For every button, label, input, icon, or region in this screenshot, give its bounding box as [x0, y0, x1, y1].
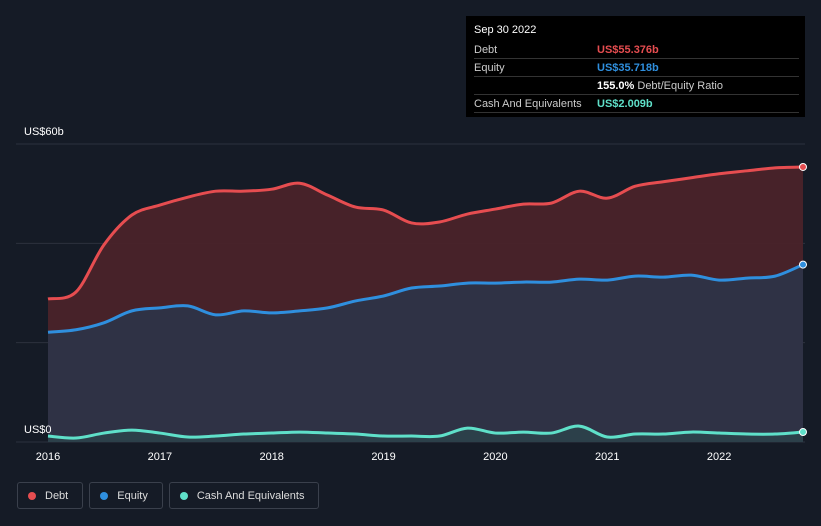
- x-tick-label: 2020: [483, 451, 507, 463]
- line: [47, 263, 804, 334]
- legend-label: Equity: [117, 489, 148, 502]
- tooltip-date: Sep 30 2022: [474, 24, 537, 36]
- tooltip-value: US$2.009b: [597, 97, 653, 110]
- y-tick-label: US$0: [24, 424, 52, 436]
- legend: Debt Equity Cash And Equivalents: [17, 482, 320, 509]
- line: [47, 165, 804, 301]
- area: [48, 264, 803, 442]
- tooltip-label: Cash And Equivalents: [474, 97, 582, 110]
- x-tick-label: 2021: [595, 451, 619, 463]
- x-tick-label: 2018: [259, 451, 283, 463]
- x-tick-label: 2019: [371, 451, 395, 463]
- tooltip-label: Equity: [474, 61, 505, 74]
- tooltip-row: Cash And Equivalents US$2.009b: [474, 95, 799, 113]
- tooltip: Sep 30 2022 Debt US$55.376b Equity US$35.7…: [466, 16, 805, 117]
- end-dot: [799, 162, 807, 171]
- tooltip-row: Equity US$35.718b: [474, 59, 799, 77]
- legend-label: Debt: [45, 489, 69, 502]
- tooltip-ratio: 155.0%: [597, 79, 635, 92]
- legend-item[interactable]: Cash And Equivalents: [168, 482, 320, 509]
- legend-item[interactable]: Debt: [17, 482, 84, 509]
- tooltip-value: US$35.718b: [597, 61, 659, 74]
- x-tick-label: 2017: [148, 451, 172, 463]
- tooltip-row: 155.0% Debt/Equity Ratio: [474, 77, 799, 95]
- tooltip-label: Debt: [474, 43, 498, 56]
- chart: 2016 2017 2018 2019 2020 2021 2022 US$0 US$60b: [16, 126, 807, 463]
- legend-label: Cash And Equivalents: [196, 489, 305, 502]
- legend-swatch: [28, 491, 36, 500]
- legend-swatch: [179, 491, 188, 500]
- tooltip-row: Debt US$55.376b: [474, 41, 799, 59]
- x-tick-label: 2022: [707, 451, 731, 463]
- y-tick-label: US$60b: [24, 126, 64, 138]
- line: [47, 424, 804, 440]
- end-dot: [799, 260, 807, 269]
- end-dot: [799, 428, 807, 437]
- legend-swatch: [100, 491, 109, 500]
- tooltip-value: US$55.376b: [597, 43, 659, 56]
- legend-item[interactable]: Equity: [89, 482, 163, 509]
- tooltip-ratio-label: Debt/Equity Ratio: [637, 79, 723, 92]
- x-tick-label: 2016: [36, 451, 60, 463]
